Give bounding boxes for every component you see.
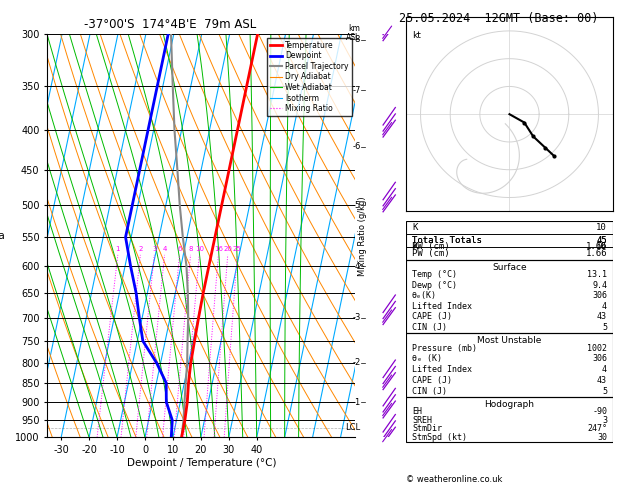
Text: Lifted Index: Lifted Index [412,365,472,374]
Y-axis label: hPa: hPa [0,231,5,241]
Text: 45: 45 [596,236,607,245]
Text: 5: 5 [602,387,607,396]
Text: 4: 4 [602,302,607,311]
Text: Surface: Surface [492,262,527,272]
Text: Temp (°C): Temp (°C) [412,270,457,279]
Text: 1: 1 [116,246,120,252]
Text: 1.66: 1.66 [586,249,607,258]
Text: © weatheronline.co.uk: © weatheronline.co.uk [406,474,502,484]
Text: -7: -7 [352,86,360,95]
Text: θₑ (K): θₑ (K) [412,354,442,364]
Text: 306: 306 [592,291,607,300]
Text: StmDir: StmDir [412,424,442,433]
Bar [406,332,613,397]
Text: -90: -90 [592,407,607,416]
Text: 4: 4 [162,246,167,252]
Text: 10: 10 [596,223,607,232]
Text: 30: 30 [597,433,607,442]
Text: 247°: 247° [587,424,607,433]
Text: Totals Totals: Totals Totals [412,236,482,245]
Bar [406,221,613,260]
Text: -4: -4 [352,262,360,271]
Text: SREH: SREH [412,416,432,425]
Text: Mixing Ratio (g/kg): Mixing Ratio (g/kg) [359,196,367,276]
Text: θₑ(K): θₑ(K) [412,291,437,300]
Text: Hodograph: Hodograph [484,400,535,409]
Text: 10: 10 [596,242,607,251]
Text: 4: 4 [602,365,607,374]
Text: 3: 3 [602,416,607,425]
Text: LCL: LCL [345,423,360,433]
Text: 25.05.2024  12GMT (Base: 00): 25.05.2024 12GMT (Base: 00) [399,12,599,25]
Text: Lifted Index: Lifted Index [412,302,472,311]
Text: CIN (J): CIN (J) [412,323,447,332]
Text: CAPE (J): CAPE (J) [412,376,452,385]
Text: 1002: 1002 [587,344,607,352]
Text: StmSpd (kt): StmSpd (kt) [412,433,467,442]
Text: Most Unstable: Most Unstable [477,336,542,345]
Text: PW (cm): PW (cm) [412,242,450,251]
Text: -1: -1 [352,398,360,407]
Text: EH: EH [412,407,422,416]
Legend: Temperature, Dewpoint, Parcel Trajectory, Dry Adiabat, Wet Adiabat, Isotherm, Mi: Temperature, Dewpoint, Parcel Trajectory… [267,38,352,116]
Text: -8: -8 [352,35,360,44]
Text: kt: kt [411,31,421,40]
Title: -37°00'S  174°4B'E  79m ASL: -37°00'S 174°4B'E 79m ASL [84,18,257,32]
Text: 3: 3 [152,246,157,252]
Text: PW (cm): PW (cm) [412,249,450,258]
Text: 25: 25 [233,246,242,252]
Text: CAPE (J): CAPE (J) [412,312,452,321]
Text: 16: 16 [214,246,223,252]
Text: K: K [412,242,417,251]
Text: -2: -2 [352,358,360,367]
Text: 43: 43 [597,376,607,385]
Text: 13.1: 13.1 [587,270,607,279]
Text: 1.66: 1.66 [586,242,607,251]
Text: Totals Totals: Totals Totals [412,236,482,245]
Text: 6: 6 [177,246,182,252]
Text: -3: -3 [352,313,360,322]
Text: 45: 45 [596,236,607,245]
Text: 2: 2 [138,246,143,252]
X-axis label: Dewpoint / Temperature (°C): Dewpoint / Temperature (°C) [126,458,276,468]
Text: 10: 10 [195,246,204,252]
Bar [406,260,613,332]
Text: 5: 5 [602,323,607,332]
Text: 43: 43 [597,312,607,321]
Text: 8: 8 [188,246,193,252]
Text: -6: -6 [352,142,360,151]
Text: 9.4: 9.4 [592,281,607,290]
Bar [406,397,613,442]
Text: Pressure (mb): Pressure (mb) [412,344,477,352]
Text: 306: 306 [592,354,607,364]
Text: km
ASL: km ASL [347,24,360,42]
Text: K: K [412,223,417,232]
Text: -5: -5 [352,201,360,209]
Text: 20: 20 [223,246,232,252]
Text: Dewp (°C): Dewp (°C) [412,281,457,290]
Text: CIN (J): CIN (J) [412,387,447,396]
